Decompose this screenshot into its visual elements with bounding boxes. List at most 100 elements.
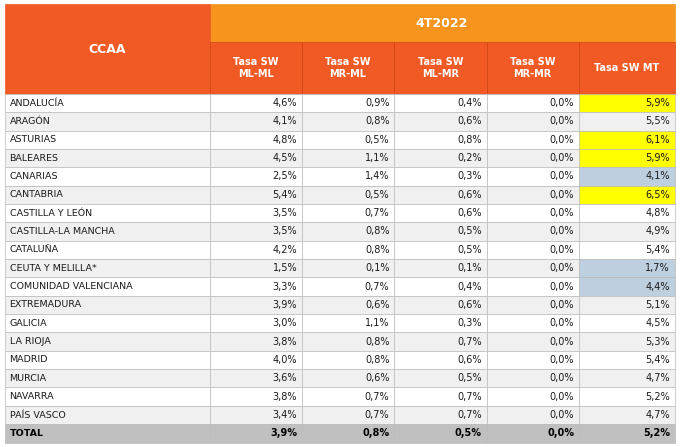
Text: 0,0%: 0,0% bbox=[549, 355, 574, 365]
Bar bbox=[486, 333, 579, 351]
Text: 0,8%: 0,8% bbox=[457, 135, 481, 145]
Text: 5,5%: 5,5% bbox=[645, 116, 670, 127]
Text: 0,8%: 0,8% bbox=[365, 337, 390, 346]
Bar bbox=[302, 406, 394, 424]
Bar bbox=[486, 369, 579, 388]
Text: 0,1%: 0,1% bbox=[457, 263, 481, 273]
Text: 3,8%: 3,8% bbox=[273, 337, 297, 346]
Bar bbox=[394, 94, 486, 112]
Bar bbox=[579, 333, 675, 351]
Text: 5,2%: 5,2% bbox=[643, 428, 670, 439]
Bar bbox=[394, 296, 486, 314]
Text: 3,6%: 3,6% bbox=[273, 373, 297, 384]
Bar bbox=[579, 149, 675, 167]
Bar bbox=[579, 204, 675, 222]
Bar bbox=[579, 406, 675, 424]
Text: 0,5%: 0,5% bbox=[457, 373, 481, 384]
Text: CASTILLA-LA MANCHA: CASTILLA-LA MANCHA bbox=[10, 227, 114, 236]
Text: ARAGÓN: ARAGÓN bbox=[10, 117, 50, 126]
Bar bbox=[5, 314, 209, 333]
Bar bbox=[209, 204, 302, 222]
Bar bbox=[579, 314, 675, 333]
Text: 4,1%: 4,1% bbox=[645, 172, 670, 181]
Text: 4,8%: 4,8% bbox=[273, 135, 297, 145]
Bar bbox=[394, 369, 486, 388]
Text: MURCIA: MURCIA bbox=[10, 374, 47, 383]
Bar bbox=[209, 186, 302, 204]
Bar bbox=[394, 314, 486, 333]
Bar bbox=[209, 149, 302, 167]
Bar bbox=[209, 296, 302, 314]
Bar bbox=[394, 388, 486, 406]
Text: LA RIOJA: LA RIOJA bbox=[10, 337, 50, 346]
Text: 5,4%: 5,4% bbox=[273, 190, 297, 200]
Text: 0,6%: 0,6% bbox=[457, 355, 481, 365]
Text: 0,5%: 0,5% bbox=[455, 428, 481, 439]
Text: 4,7%: 4,7% bbox=[645, 373, 670, 384]
Text: PAÍS VASCO: PAÍS VASCO bbox=[10, 410, 65, 419]
Text: 0,0%: 0,0% bbox=[549, 282, 574, 291]
Bar bbox=[486, 278, 579, 296]
Text: 4,8%: 4,8% bbox=[645, 208, 670, 218]
Text: Tasa SW MT: Tasa SW MT bbox=[594, 63, 660, 73]
Text: 0,0%: 0,0% bbox=[549, 245, 574, 255]
Text: 0,0%: 0,0% bbox=[549, 227, 574, 236]
Bar bbox=[5, 333, 209, 351]
Bar bbox=[302, 388, 394, 406]
Bar bbox=[209, 131, 302, 149]
Text: 4,0%: 4,0% bbox=[273, 355, 297, 365]
Text: 0,0%: 0,0% bbox=[549, 135, 574, 145]
Text: ASTURIAS: ASTURIAS bbox=[10, 135, 56, 144]
Bar bbox=[486, 42, 579, 94]
Bar bbox=[579, 94, 675, 112]
Bar bbox=[394, 259, 486, 278]
Text: MADRID: MADRID bbox=[10, 355, 48, 364]
Bar bbox=[394, 333, 486, 351]
Text: 5,9%: 5,9% bbox=[645, 98, 670, 108]
Text: 0,6%: 0,6% bbox=[365, 300, 390, 310]
Text: 1,4%: 1,4% bbox=[365, 172, 390, 181]
Text: 4,2%: 4,2% bbox=[273, 245, 297, 255]
Bar bbox=[209, 278, 302, 296]
Bar bbox=[5, 369, 209, 388]
Bar bbox=[486, 296, 579, 314]
Text: 0,5%: 0,5% bbox=[364, 135, 390, 145]
Text: 5,4%: 5,4% bbox=[645, 245, 670, 255]
Bar bbox=[486, 240, 579, 259]
Bar bbox=[302, 314, 394, 333]
Text: 3,0%: 3,0% bbox=[273, 318, 297, 328]
Bar bbox=[5, 112, 209, 131]
Text: 0,0%: 0,0% bbox=[549, 116, 574, 127]
Text: 0,0%: 0,0% bbox=[549, 98, 574, 108]
Text: 3,9%: 3,9% bbox=[273, 300, 297, 310]
Text: 0,4%: 0,4% bbox=[457, 98, 481, 108]
Text: 5,3%: 5,3% bbox=[645, 337, 670, 346]
Text: 6,1%: 6,1% bbox=[645, 135, 670, 145]
Bar bbox=[579, 240, 675, 259]
Text: 0,6%: 0,6% bbox=[457, 208, 481, 218]
Text: 0,0%: 0,0% bbox=[549, 300, 574, 310]
Text: 0,0%: 0,0% bbox=[549, 263, 574, 273]
Text: GALICIA: GALICIA bbox=[10, 319, 47, 328]
Text: 0,5%: 0,5% bbox=[457, 245, 481, 255]
Text: 0,3%: 0,3% bbox=[457, 318, 481, 328]
Text: 0,6%: 0,6% bbox=[365, 373, 390, 384]
Text: 0,7%: 0,7% bbox=[457, 410, 481, 420]
Text: Tasa SW
ML-MR: Tasa SW ML-MR bbox=[418, 57, 463, 79]
Text: 0,0%: 0,0% bbox=[549, 190, 574, 200]
Bar bbox=[209, 369, 302, 388]
Bar bbox=[302, 259, 394, 278]
Text: 0,0%: 0,0% bbox=[549, 208, 574, 218]
Bar bbox=[302, 278, 394, 296]
Bar bbox=[302, 222, 394, 240]
Text: CEUTA Y MELILLA*: CEUTA Y MELILLA* bbox=[10, 264, 97, 273]
Text: 0,1%: 0,1% bbox=[365, 263, 390, 273]
Text: 0,7%: 0,7% bbox=[364, 410, 390, 420]
Bar bbox=[5, 149, 209, 167]
Bar bbox=[302, 351, 394, 369]
Text: 0,0%: 0,0% bbox=[549, 172, 574, 181]
Bar bbox=[302, 131, 394, 149]
Text: 1,1%: 1,1% bbox=[365, 318, 390, 328]
Bar bbox=[394, 204, 486, 222]
Bar bbox=[209, 4, 675, 42]
